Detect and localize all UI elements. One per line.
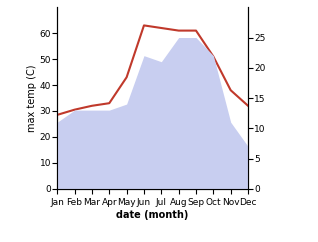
Y-axis label: max temp (C): max temp (C): [27, 64, 37, 132]
X-axis label: date (month): date (month): [116, 210, 189, 220]
